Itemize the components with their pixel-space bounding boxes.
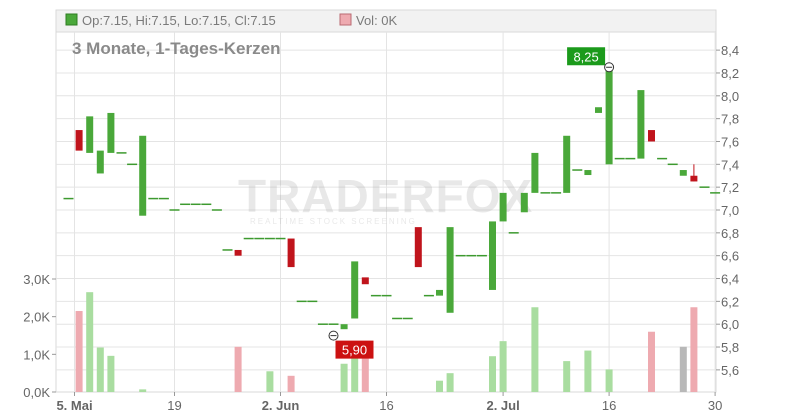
watermark-brand: TRADERFOX (238, 170, 533, 222)
x-tick-label: 5. Mai (56, 398, 92, 413)
candle-body (107, 112, 115, 153)
volume-bar (234, 346, 242, 392)
candle-body (531, 152, 539, 193)
vol-label: Vol: 0K (356, 13, 398, 28)
candle-body (86, 116, 94, 153)
candle-body (340, 324, 348, 330)
candle-body (595, 107, 602, 113)
candle-body (446, 227, 454, 313)
candle-body (648, 130, 655, 142)
price-tick-label: 5,8 (721, 340, 739, 355)
chart-subtitle: 3 Monate, 1-Tages-Kerzen (72, 39, 280, 58)
volume-bar (531, 307, 539, 392)
price-tick-label: 6,6 (721, 249, 739, 264)
candle-body (234, 249, 242, 256)
volume-bar (446, 373, 454, 392)
watermark: TRADERFOX REALTIME STOCK SCREENING (238, 170, 533, 226)
min-label: 5,90 (342, 343, 367, 358)
price-tick-label: 8,2 (721, 66, 739, 81)
x-tick-label: 16 (379, 398, 393, 413)
volume-bar (563, 361, 571, 392)
max-badge (567, 47, 606, 66)
candle-body (499, 192, 507, 222)
volume-bar (107, 355, 115, 392)
candle-body (605, 67, 613, 165)
volume-tick-label: 0,0K (23, 385, 50, 400)
candle-body (96, 150, 104, 174)
vol-swatch (339, 13, 352, 26)
price-candles (63, 67, 721, 330)
price-tick-label: 5,6 (721, 363, 739, 378)
candle-body (584, 170, 592, 176)
candle-body (489, 221, 496, 290)
x-tick-label: 16 (602, 398, 616, 413)
header-legend: Op:7.15, Hi:7.15, Lo:7.15, Cl:7.15 Vol: … (65, 13, 398, 28)
volume-bar (75, 311, 83, 392)
min-badge (335, 340, 374, 359)
volume-bar (499, 341, 507, 392)
axes: 5. Mai 19 2. Jun 16 2. Jul 16 30 5,6 5,8 6,0 6,2 6,… (23, 43, 739, 413)
candle-body (287, 238, 295, 268)
volume-bar (340, 363, 348, 392)
candle-body (75, 130, 83, 151)
price-tick-label: 6,4 (721, 272, 739, 287)
volume-bar (351, 354, 359, 392)
extreme-markers: 8,25 5,90 (328, 47, 615, 359)
price-tick-label: 6,0 (721, 317, 739, 332)
volume-tick-label: 3,0K (23, 272, 50, 287)
volume-bar (648, 331, 655, 392)
candle-body (436, 289, 443, 296)
price-tick-label: 7,8 (721, 112, 739, 127)
candle-body (520, 192, 528, 213)
max-label: 8,25 (573, 49, 598, 64)
price-tick-label: 7,6 (721, 134, 739, 149)
volume-bar (436, 380, 443, 392)
ohlc-swatch (65, 13, 78, 26)
x-tick-label: 30 (708, 398, 722, 413)
volume-tick-label: 2,0K (23, 310, 50, 325)
price-tick-label: 8,4 (721, 43, 739, 58)
x-tick-label: 2. Jul (486, 398, 519, 413)
volume-bar (690, 307, 698, 392)
price-tick-label: 6,8 (721, 226, 739, 241)
volume-bar (489, 356, 496, 392)
volume-bar (86, 292, 94, 392)
price-tick-label: 6,2 (721, 294, 739, 309)
candle-body (414, 227, 422, 268)
x-tick-label: 2. Jun (262, 398, 300, 413)
candle-body (563, 135, 571, 193)
ohlc-label: Op:7.15, Hi:7.15, Lo:7.15, Cl:7.15 (82, 13, 276, 28)
volume-bar (287, 375, 295, 392)
price-tick-label: 8,0 (721, 89, 739, 104)
candle-body (637, 90, 645, 159)
volume-bar (584, 350, 592, 392)
candle-body (361, 277, 369, 285)
price-tick-label: 7,0 (721, 203, 739, 218)
volume-bar (605, 369, 613, 392)
price-tick-label: 7,2 (721, 180, 739, 195)
candle-body (690, 175, 698, 182)
candle-body (351, 261, 359, 319)
volume-bar (96, 347, 104, 392)
x-tick-label: 19 (167, 398, 181, 413)
candle-body (679, 170, 687, 176)
volume-bar (139, 389, 147, 392)
volume-bar (679, 346, 687, 392)
volume-bar (266, 371, 274, 392)
price-tick-label: 7,4 (721, 157, 739, 172)
watermark-tagline: REALTIME STOCK SCREENING (250, 217, 417, 226)
volume-tick-label: 1,0K (23, 347, 50, 362)
volume-bar (361, 354, 369, 392)
candle-body (139, 135, 147, 216)
volume-bars (75, 292, 698, 392)
